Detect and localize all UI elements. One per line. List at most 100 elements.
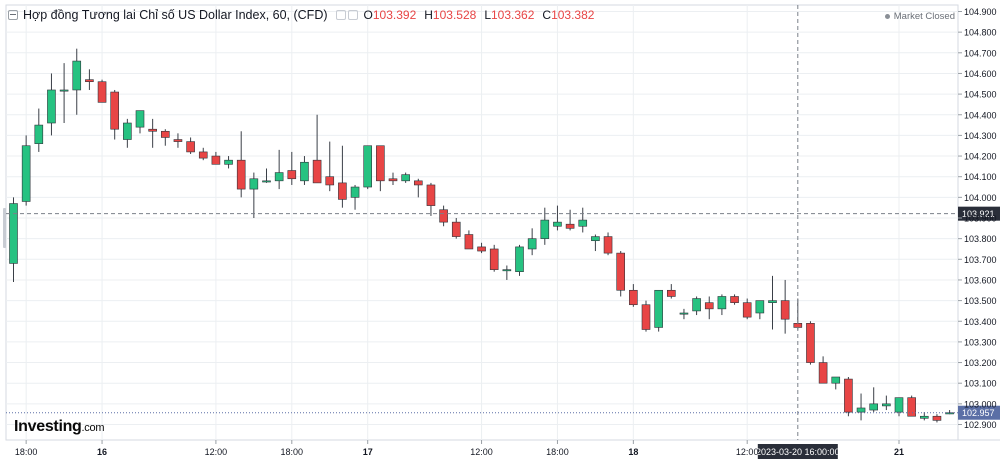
left-scroll-handle	[3, 208, 6, 248]
y-tick-label: 103.800	[964, 234, 997, 244]
x-tick-label: 18:00	[15, 447, 38, 457]
candle-body	[844, 378, 853, 413]
y-tick-label: 103.500	[964, 296, 997, 306]
candle	[894, 397, 904, 417]
candle-body	[882, 403, 891, 407]
candle-body	[350, 186, 360, 198]
ohlc-values: O103.392 H103.528 L103.362 C103.382	[364, 8, 595, 22]
y-tick-label: 103.000	[964, 399, 997, 409]
candle-body	[198, 151, 208, 159]
candle-body	[477, 246, 486, 252]
candle-body	[173, 139, 183, 142]
candle	[553, 205, 562, 231]
candle-body	[401, 174, 410, 182]
candle-body	[236, 159, 246, 190]
candle-body	[34, 124, 44, 144]
candle-body	[591, 236, 600, 242]
close-value: 103.382	[551, 8, 595, 22]
y-tick-label: 104.000	[964, 193, 997, 203]
candle	[717, 294, 727, 316]
x-tick-label: 18:00	[546, 447, 569, 457]
candle	[945, 410, 954, 415]
candle-body	[148, 128, 157, 132]
candle	[21, 135, 31, 206]
candle	[502, 265, 512, 280]
y-tick-label: 103.100	[964, 379, 997, 389]
candle-body	[426, 184, 436, 206]
candle	[540, 207, 550, 245]
candle	[85, 69, 94, 90]
candle-body	[755, 300, 765, 314]
logo-brand: Investing	[14, 418, 82, 435]
candle	[198, 147, 208, 161]
candle	[338, 145, 347, 208]
y-tick-label: 104.400	[964, 110, 997, 120]
visibility-icon[interactable]	[335, 10, 346, 20]
candle	[34, 108, 44, 152]
candle	[249, 172, 259, 218]
candle-body	[540, 219, 550, 239]
x-tick-label: 18:00	[281, 447, 304, 457]
candle	[806, 321, 815, 365]
candle	[932, 414, 942, 423]
x-tick-label: 17	[363, 447, 373, 457]
candle-body	[300, 161, 309, 182]
candle	[755, 300, 765, 320]
candle-body	[287, 170, 297, 180]
candle-body	[135, 110, 145, 128]
candle	[97, 79, 107, 103]
candle-body	[768, 300, 777, 303]
candle	[641, 300, 651, 332]
candle-body	[641, 304, 651, 330]
y-tick-label: 103.300	[964, 337, 997, 347]
candle-body	[894, 397, 904, 413]
candle	[173, 133, 183, 148]
candle-body	[224, 159, 233, 165]
open-value: 103.392	[372, 8, 417, 22]
candle-body	[312, 159, 322, 184]
candle	[591, 234, 600, 252]
x-tick-label: 12:00	[470, 447, 493, 457]
candle	[401, 172, 410, 183]
candle	[768, 275, 777, 330]
candle	[818, 356, 828, 384]
candle-body	[907, 397, 916, 417]
candle	[730, 294, 739, 305]
candle	[629, 284, 638, 307]
candle-body	[388, 178, 398, 182]
candle	[489, 244, 499, 272]
candle-body	[502, 269, 512, 272]
candle-body	[654, 289, 663, 328]
candle-body	[85, 79, 94, 83]
candle-body	[945, 412, 954, 415]
candle-body	[717, 296, 727, 310]
candle	[464, 230, 474, 250]
candle-body	[869, 403, 879, 411]
investing-logo: Investing.com	[14, 418, 104, 436]
y-tick-label: 103.200	[964, 358, 997, 368]
y-tick-label: 102.900	[964, 420, 997, 430]
candle-body	[527, 238, 537, 250]
x-tick-label: 12:00	[205, 447, 228, 457]
collapse-legend-button[interactable]	[8, 10, 18, 20]
status-dot-icon	[884, 14, 890, 19]
candle-body	[818, 362, 828, 384]
candle	[350, 184, 360, 210]
y-tick-label: 104.800	[964, 28, 997, 38]
candle	[363, 145, 373, 190]
crosshair-price-tag	[958, 206, 1000, 221]
x-tick-label: 16	[97, 447, 107, 457]
settings-icon[interactable]	[347, 10, 358, 20]
y-tick-label: 103.600	[964, 275, 997, 285]
candles	[9, 48, 954, 423]
high-value: 103.528	[432, 8, 477, 22]
candle-body	[59, 89, 69, 92]
y-tick-label: 104.100	[964, 172, 997, 182]
candle	[692, 296, 701, 316]
candle-body	[742, 302, 752, 318]
candle	[47, 73, 56, 136]
candle-body	[629, 289, 638, 306]
candle-body	[932, 415, 942, 421]
candle	[919, 412, 929, 421]
